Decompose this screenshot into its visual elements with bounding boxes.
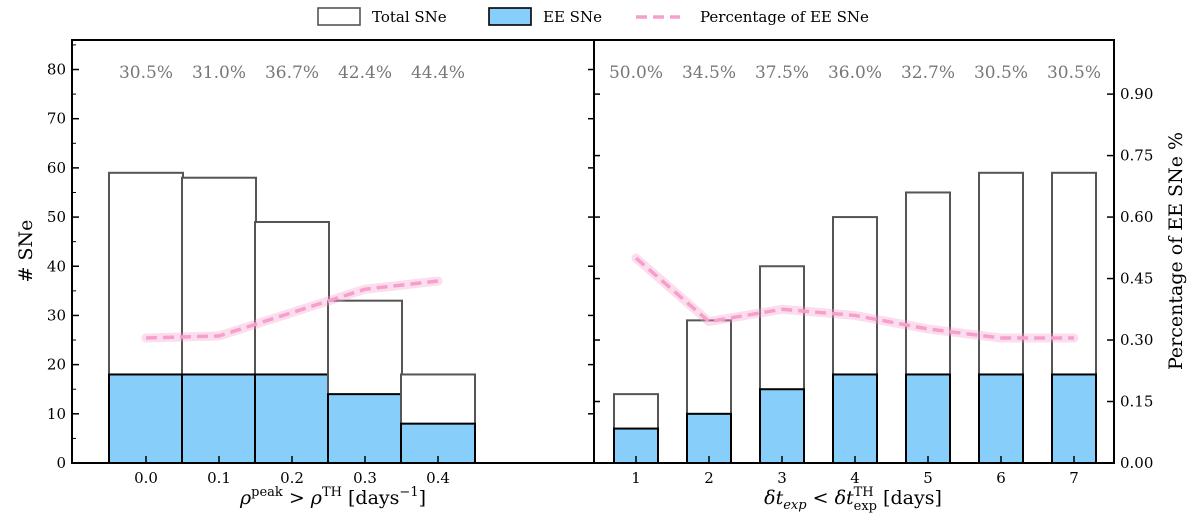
pct-annotation-0.0: 30.5% (119, 63, 173, 83)
pct-annotation-6: 30.5% (974, 63, 1028, 83)
right-ytick-label-2: 0.30 (1120, 331, 1153, 349)
legend-label-total: Total SNe (372, 8, 447, 26)
ee-bar-2 (686, 412, 732, 465)
pct-annotation-0.2: 36.7% (265, 63, 319, 83)
pct-annotation-0.1: 31.0% (192, 63, 246, 83)
ee-bar-6 (978, 373, 1024, 464)
ee-bar-5 (905, 373, 951, 464)
pct-annotation-4: 36.0% (828, 63, 882, 83)
ee-bar-3 (759, 388, 805, 464)
pct-annotation-5: 32.7% (901, 63, 955, 83)
pct-annotation-2: 34.5% (682, 63, 736, 83)
right-xlabel: δtexp < δtTH exp [days] (764, 485, 942, 514)
ee-bar-0.3 (327, 393, 403, 464)
pct-annotation-0.4: 44.4% (411, 63, 465, 83)
left-ytick-label-7: 70 (47, 110, 66, 128)
right-ytick-label-6: 0.90 (1120, 85, 1153, 103)
left-ytick-label-3: 30 (47, 306, 66, 324)
right-ytick-label-5: 0.75 (1120, 147, 1153, 165)
right-ytick-label-0: 0.00 (1120, 454, 1153, 472)
ee-bar-0.1 (181, 373, 257, 464)
ee-bar-4 (832, 373, 878, 464)
xtick-label-2: 2 (704, 469, 714, 487)
xtick-label-0.2: 0.2 (280, 469, 304, 487)
xtick-label-0.1: 0.1 (207, 469, 231, 487)
left-ytick-label-4: 40 (47, 257, 66, 275)
xtick-label-1: 1 (631, 469, 641, 487)
pct-line-1 (634, 256, 1074, 340)
legend-label-pct: Percentage of EE SNe (700, 8, 869, 26)
xtick-label-0.0: 0.0 (134, 469, 158, 487)
left-ytick-label-0: 0 (56, 454, 66, 472)
pct-annotation-0.3: 42.4% (338, 63, 392, 83)
pct-annotation-3: 37.5% (755, 63, 809, 83)
left-ytick-label-2: 20 (47, 356, 66, 374)
ee-bar-7 (1051, 373, 1097, 464)
xtick-label-5: 5 (923, 469, 933, 487)
legend: Total SNe EE SNe Percentage of EE SNe (317, 7, 869, 26)
pct-annotation-7: 30.5% (1047, 63, 1101, 83)
pct-line-glow-0 (141, 276, 443, 343)
left-ytick-label-8: 80 (47, 61, 66, 79)
plot-layer: 010203040506070800.000.150.300.450.600.7… (47, 44, 1153, 487)
xtick-label-4: 4 (850, 469, 860, 487)
legend-swatch-ee (488, 7, 532, 26)
ee-bar-0.2 (254, 373, 330, 464)
pct-annotation-1: 50.0% (609, 63, 663, 83)
right-ylabel: Percentage of EE SNe % (1165, 132, 1187, 370)
xtick-label-6: 6 (996, 469, 1006, 487)
left-ytick-label-1: 10 (47, 405, 66, 423)
left-ytick-label-6: 60 (47, 159, 66, 177)
xtick-label-7: 7 (1069, 469, 1079, 487)
xtick-label-3: 3 (777, 469, 787, 487)
left-ytick-label-5: 50 (47, 208, 66, 226)
right-ytick-label-1: 0.15 (1120, 393, 1153, 411)
xtick-label-0.3: 0.3 (353, 469, 377, 487)
right-ytick-label-3: 0.45 (1120, 270, 1153, 288)
left-ylabel: # SNe (15, 220, 37, 283)
legend-label-ee: EE SNe (543, 8, 602, 26)
legend-swatch-total (317, 7, 361, 26)
xtick-label-0.4: 0.4 (426, 469, 450, 487)
right-ytick-label-4: 0.60 (1120, 208, 1153, 226)
ee-bar-0.0 (108, 373, 184, 464)
left-xlabel: ρpeak > ρTH [days−1] (239, 485, 426, 509)
